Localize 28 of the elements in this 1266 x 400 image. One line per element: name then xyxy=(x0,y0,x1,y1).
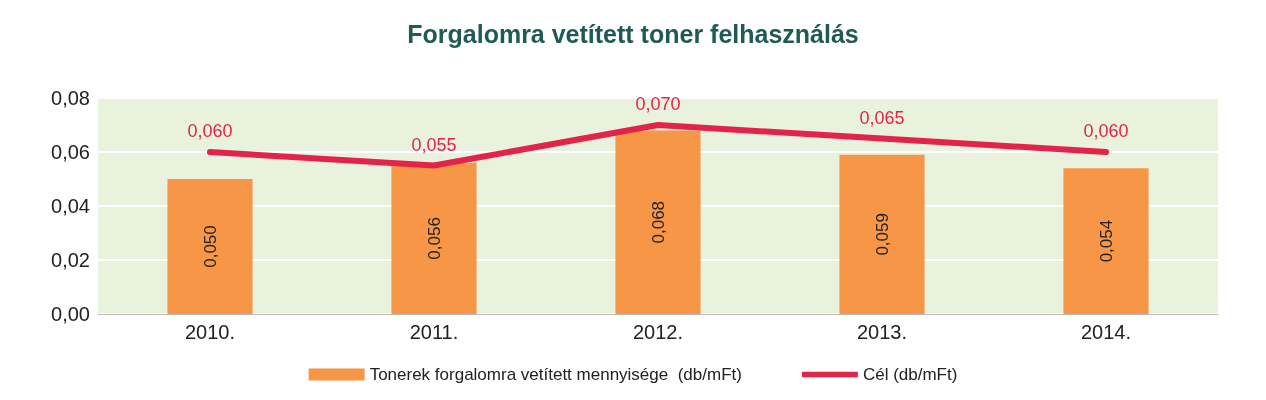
x-tick-label: 2011. xyxy=(409,321,459,343)
x-tick-label: 2013. xyxy=(856,321,908,343)
data-label: 0,056 xyxy=(424,217,444,260)
y-tick-label: 0,06 xyxy=(51,141,90,163)
legend-label: Cél (db/mFt) xyxy=(862,365,958,384)
y-tick-label: 0,08 xyxy=(51,87,90,109)
data-label: 0,068 xyxy=(648,200,668,244)
data-label: 0,060 xyxy=(1083,121,1129,141)
data-label: 0,070 xyxy=(635,94,681,114)
y-tick-label: 0,00 xyxy=(51,303,90,325)
y-tick-label: 0,02 xyxy=(51,249,90,271)
y-tick-label: 0,04 xyxy=(51,195,90,217)
x-tick-label: 2012. xyxy=(632,321,684,343)
bar xyxy=(615,130,701,314)
bar xyxy=(391,162,477,314)
data-label: 0,055 xyxy=(411,134,457,155)
x-tick-label: 2014. xyxy=(1080,321,1132,343)
legend-label: Tonerek forgalomra vetített mennyisége (db/mFt) xyxy=(369,365,742,384)
bar xyxy=(839,154,925,314)
x-tick-label: 2010. xyxy=(184,321,236,343)
data-label: 0,065 xyxy=(859,107,905,128)
chart-title: Forgalomra vetített toner felhasználás xyxy=(407,19,859,48)
bar xyxy=(167,179,253,314)
data-label: 0,054 xyxy=(1096,219,1116,263)
data-label: 0,050 xyxy=(200,225,220,268)
bar xyxy=(1063,168,1149,314)
data-label: 0,059 xyxy=(872,213,892,256)
data-label: 0,060 xyxy=(187,121,233,141)
